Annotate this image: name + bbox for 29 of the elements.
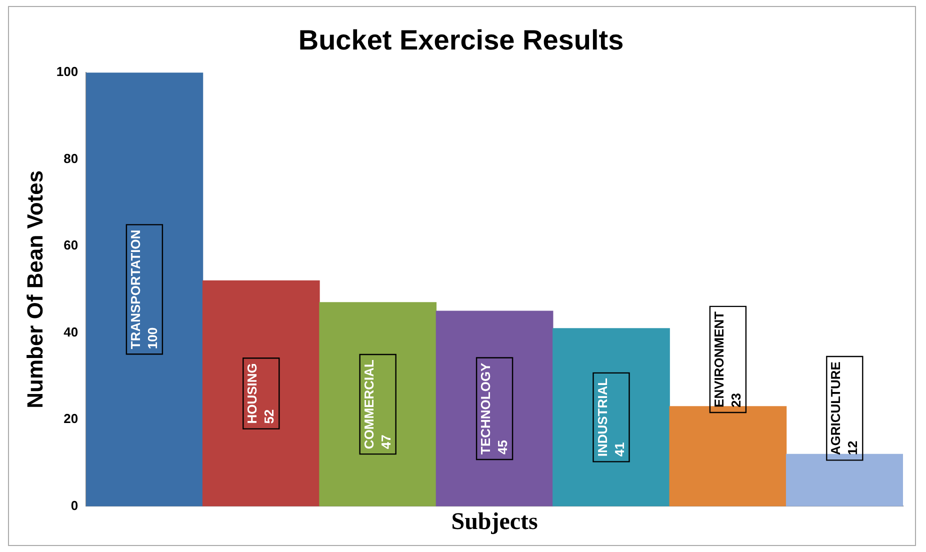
bar [319,302,437,506]
y-tick-label: 0 [70,498,78,513]
data-label: 23 [728,393,744,408]
y-tick-label: 40 [64,324,78,340]
y-axis-title: Number Of Bean Votes [22,170,48,408]
x-tick-label: TECHNOLOGY [478,362,494,455]
y-tick-label: 100 [56,64,78,80]
x-tick-label: COMMERCIAL [361,359,376,450]
x-tick-label: AGRICULTURE [828,361,844,456]
data-label: 45 [495,440,510,454]
chart-title: Bucket Exercise Results [298,24,624,56]
y-tick-label: 20 [64,411,78,426]
bar [436,310,554,506]
data-label: 52 [262,409,277,424]
data-label: 100 [145,327,160,350]
data-label: 41 [612,442,627,457]
data-label: 12 [845,440,860,456]
data-label: 47 [378,434,394,450]
x-tick-label: ENVIRONMENT [712,311,727,408]
bar [202,280,320,506]
y-tick-label: 80 [64,150,78,166]
bar [786,454,903,506]
x-axis-title: Subjects [451,508,538,535]
x-tick-label: INDUSTRIAL [594,378,610,457]
bar [552,328,670,506]
bar [669,406,787,506]
x-tick-label: TRANSPORTATION [128,230,144,350]
x-tick-label: HOUSING [244,363,260,424]
y-tick-label: 60 [64,238,78,253]
